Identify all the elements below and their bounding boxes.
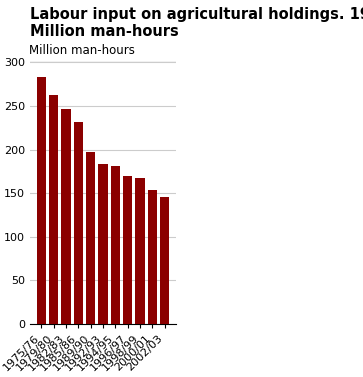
Bar (111, 166, 120, 324)
Bar (49, 95, 58, 324)
Bar (123, 176, 132, 324)
Bar (86, 152, 95, 324)
Bar (74, 122, 83, 324)
Bar (98, 164, 108, 324)
Bar (160, 198, 170, 324)
Bar (148, 190, 157, 324)
Text: Million man-hours: Million man-hours (29, 44, 135, 57)
Bar (61, 109, 71, 324)
Bar (135, 178, 145, 324)
Bar (37, 77, 46, 324)
Text: Labour input on agricultural holdings. 1975/76-2002/03.
Million man-hours: Labour input on agricultural holdings. 1… (30, 7, 363, 40)
